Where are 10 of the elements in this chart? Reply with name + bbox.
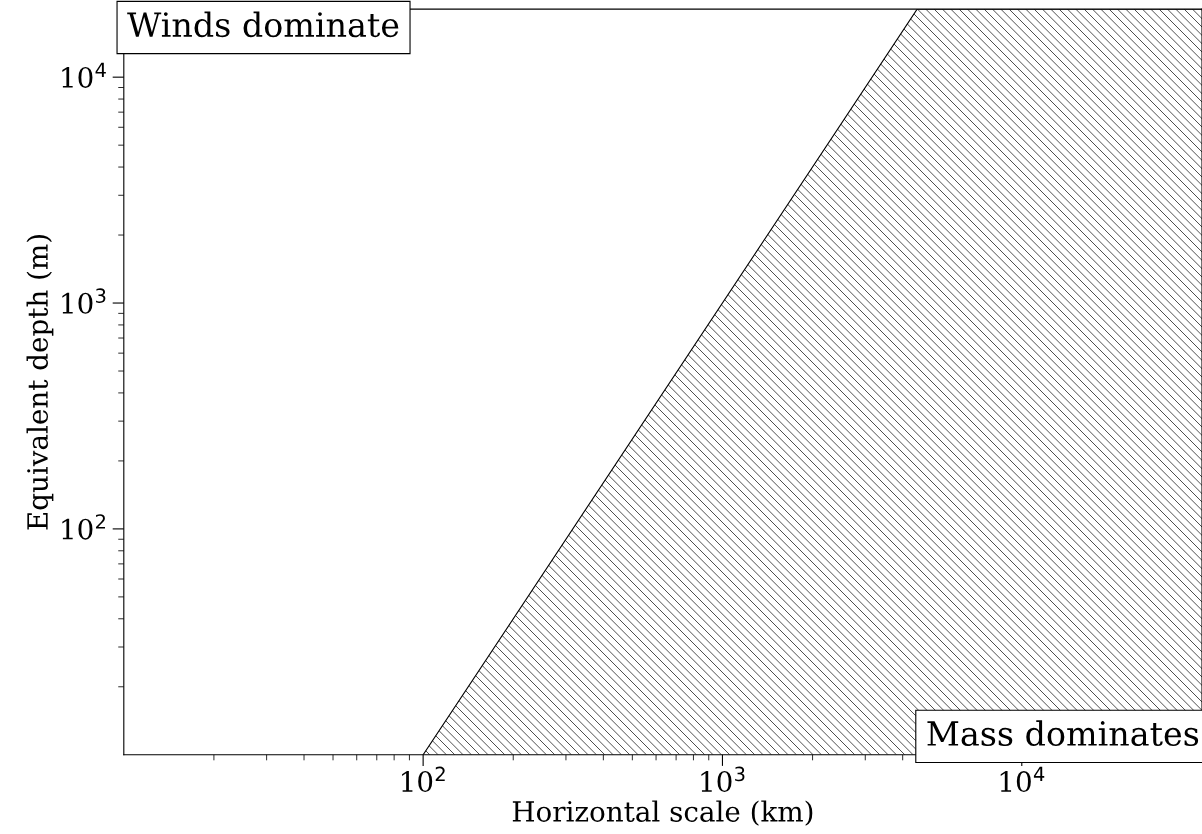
y-tick-label: 10$^{3}$ (62, 288, 106, 314)
annotation: Winds dominate (127, 11, 399, 38)
annotation: Mass dominates (927, 720, 1199, 747)
y-axis-title: Equivalent depth (m) (26, 235, 54, 530)
x-tick-label: 10$^{4}$ (1000, 766, 1045, 793)
x-tick-label: 10$^{2}$ (402, 766, 445, 793)
y-tick-label: 10$^{4}$ (62, 62, 106, 88)
y-tick-label: 10$^{2}$ (62, 514, 105, 540)
x-tick-label: 10$^{3}$ (701, 766, 745, 793)
x-axis-title: Horizontal scale (km) (512, 800, 813, 826)
